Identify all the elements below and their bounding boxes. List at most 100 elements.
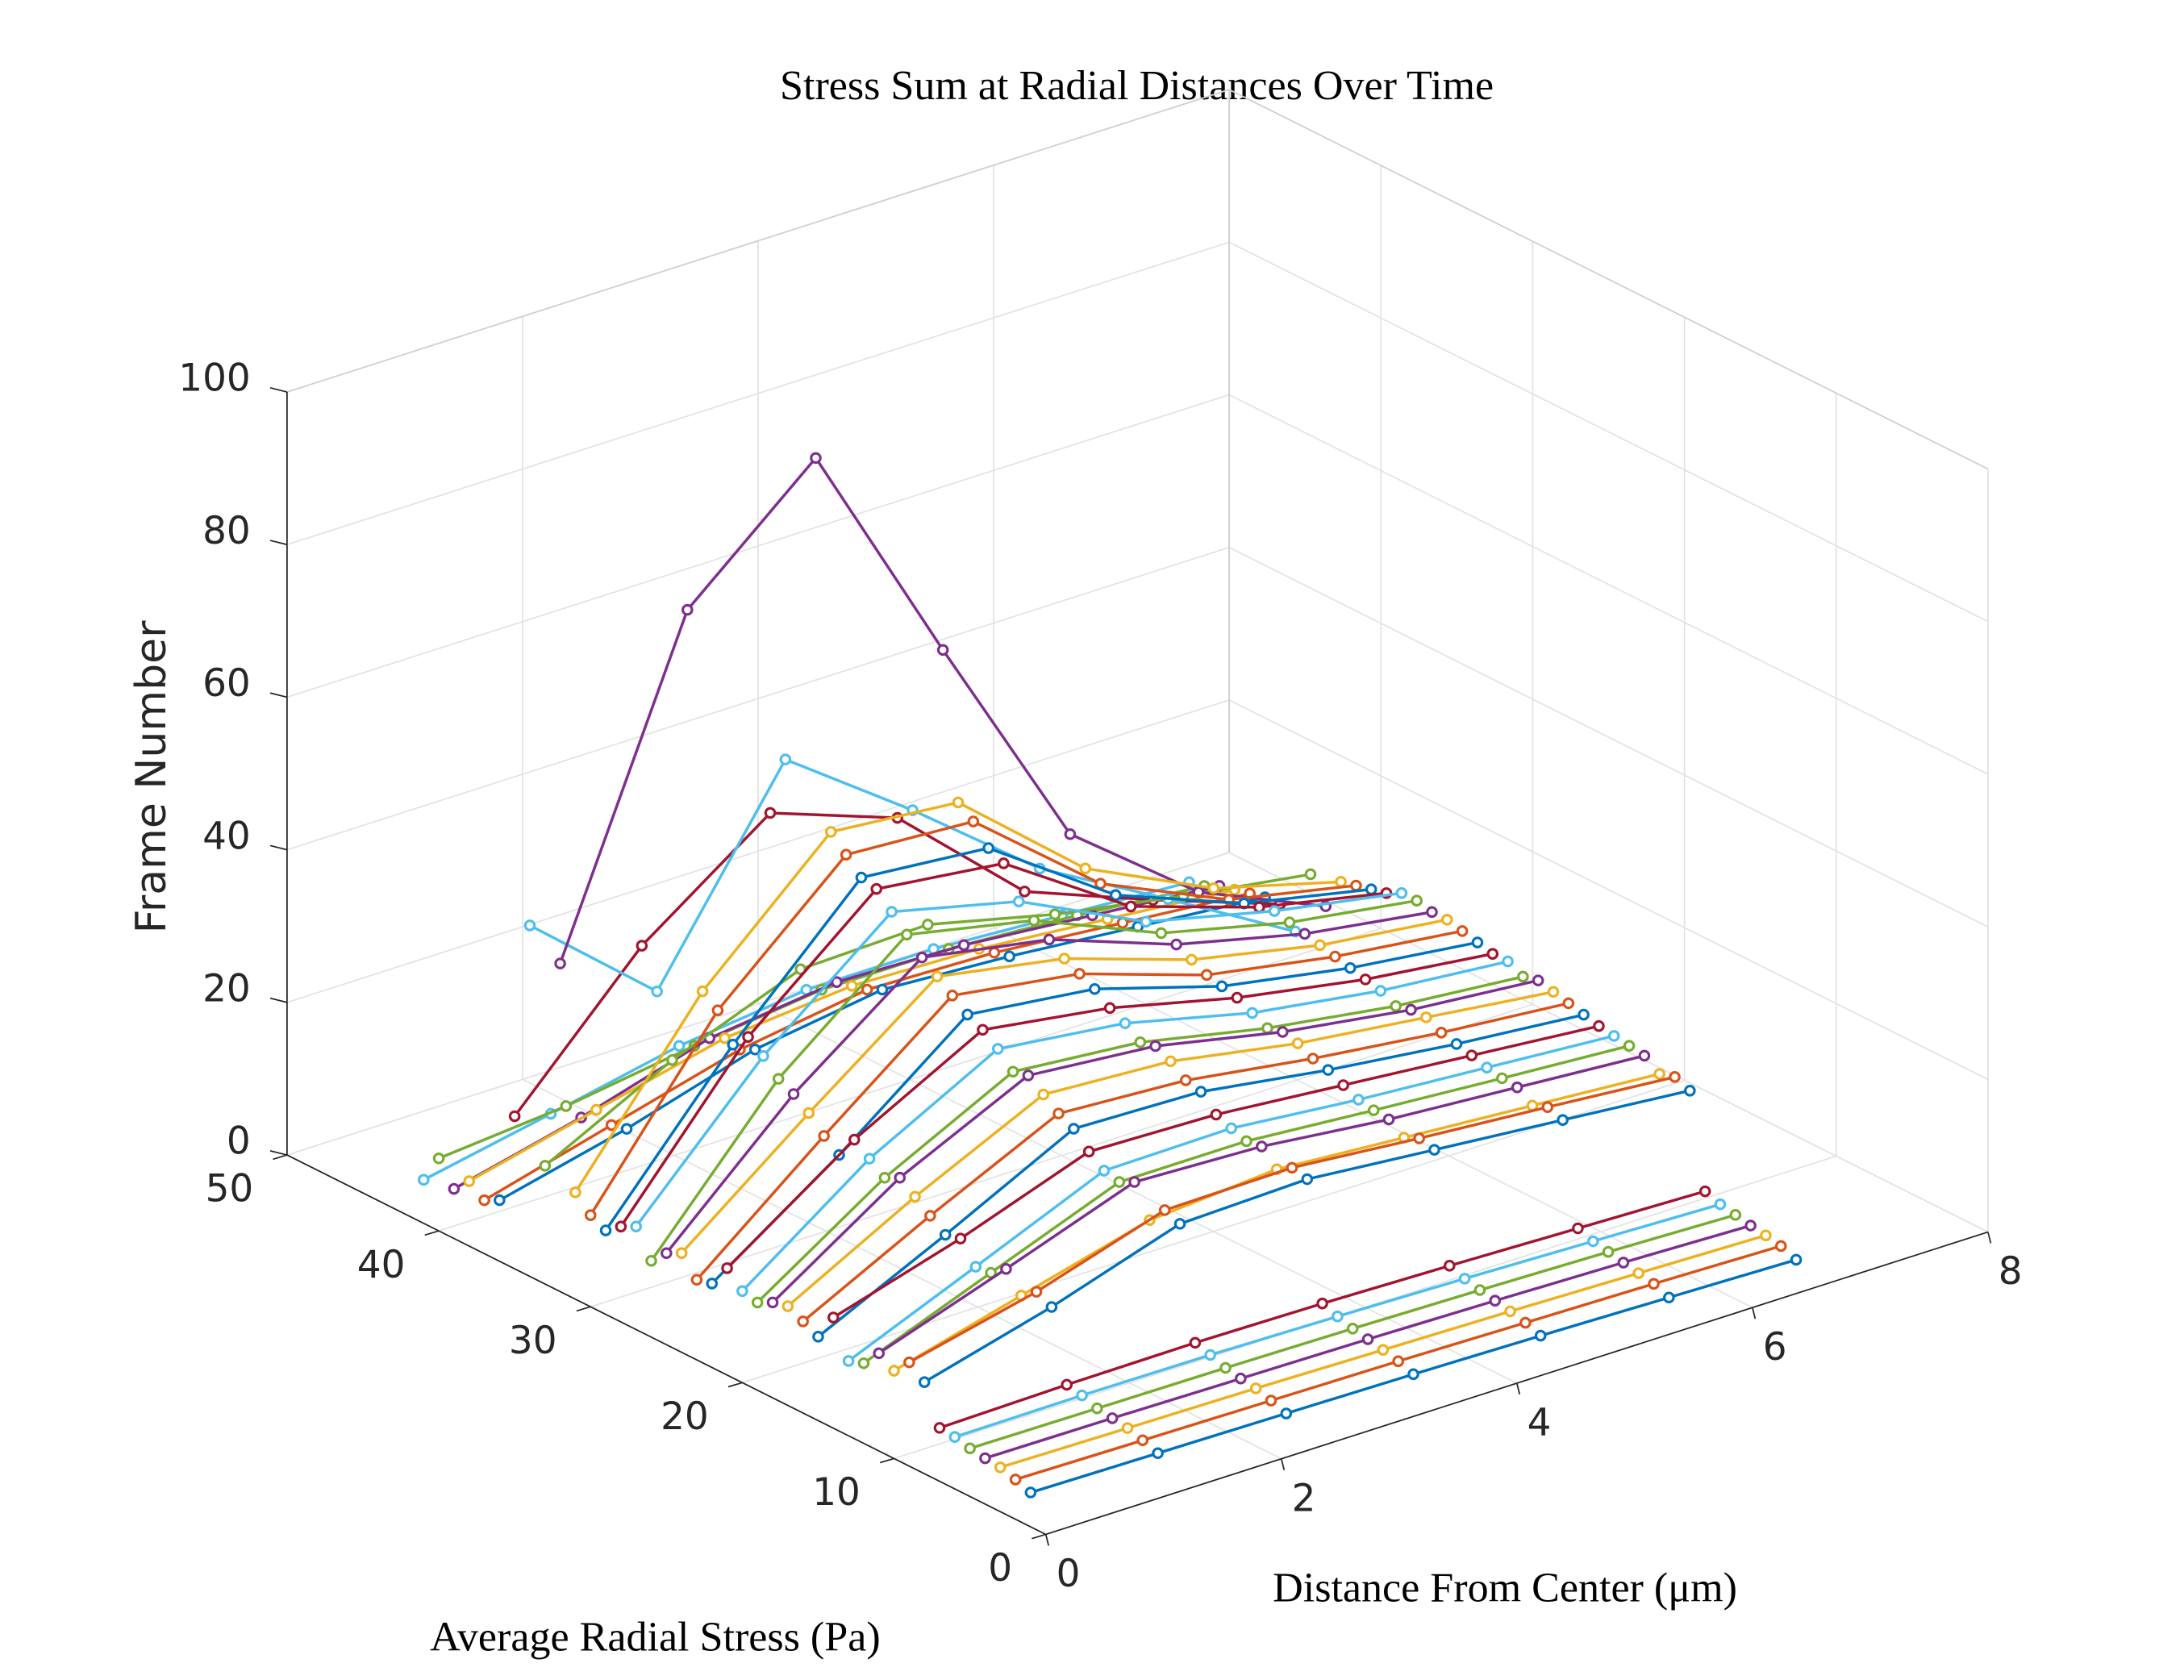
grid-line xyxy=(757,1003,1518,1384)
x-axis-label: Distance From Center (μm) xyxy=(1273,1565,1737,1611)
y-tick-label: 20 xyxy=(661,1395,709,1439)
data-point xyxy=(797,1315,809,1328)
data-point xyxy=(1253,901,1265,914)
data-point xyxy=(1207,882,1220,894)
data-point xyxy=(772,1073,785,1085)
data-point xyxy=(1337,1079,1349,1091)
data-point xyxy=(998,857,1010,869)
data-point xyxy=(1119,1017,1132,1030)
z-tick-label: 80 xyxy=(202,510,251,553)
data-point xyxy=(1304,868,1317,881)
data-point xyxy=(1471,936,1484,948)
data-point xyxy=(876,983,889,996)
box-edge xyxy=(286,89,1230,393)
data-point xyxy=(508,1110,521,1123)
data-point xyxy=(1152,1447,1164,1460)
data-point xyxy=(1186,953,1198,966)
data-point xyxy=(1003,950,1015,963)
data-point xyxy=(818,1130,830,1142)
data-point xyxy=(948,1431,961,1443)
data-point xyxy=(645,1254,657,1267)
data-point xyxy=(1517,970,1529,983)
data-point xyxy=(1082,1145,1095,1158)
data-point xyxy=(1128,1176,1140,1188)
data-point xyxy=(924,1210,936,1222)
data-point xyxy=(967,815,980,827)
z-tick xyxy=(269,692,288,698)
data-point xyxy=(1504,1305,1516,1318)
data-point xyxy=(1246,1007,1258,1019)
data-point xyxy=(1413,1132,1425,1144)
data-point xyxy=(1283,916,1296,928)
data-point xyxy=(1607,1030,1620,1042)
z-tick-label: 60 xyxy=(202,662,251,706)
x-tick-label: 8 xyxy=(1999,1250,2023,1294)
y-tick-label: 0 xyxy=(988,1547,1012,1590)
data-point xyxy=(1698,1185,1711,1198)
data-point xyxy=(630,1220,642,1233)
data-point xyxy=(1149,1040,1161,1053)
data-point xyxy=(1663,1291,1675,1304)
grid-line xyxy=(742,1079,1685,1384)
data-point xyxy=(861,983,873,996)
data-point xyxy=(918,1376,931,1388)
data-point xyxy=(1173,1218,1186,1230)
data-point xyxy=(661,1247,673,1260)
data-point xyxy=(848,1133,861,1146)
data-point xyxy=(810,452,822,465)
grid-line xyxy=(1228,699,1989,1081)
grid-line xyxy=(286,241,1230,546)
data-point xyxy=(1519,1316,1532,1329)
z-tick-label: 40 xyxy=(202,815,251,858)
data-point xyxy=(757,1050,769,1062)
data-point xyxy=(1444,1260,1456,1272)
z-tick xyxy=(269,540,288,546)
data-point xyxy=(1511,1081,1523,1094)
data-point xyxy=(1024,1486,1037,1499)
data-point xyxy=(1714,1198,1727,1211)
y-tick xyxy=(273,1154,288,1161)
data-point xyxy=(909,1190,921,1203)
data-point xyxy=(1215,980,1228,993)
data-point xyxy=(711,1004,724,1016)
data-point xyxy=(1465,1049,1478,1061)
grid-line xyxy=(1228,546,1989,928)
data-point xyxy=(675,1247,688,1259)
data-point xyxy=(673,1040,686,1053)
data-point xyxy=(1428,1144,1440,1156)
data-point xyxy=(1361,1333,1374,1345)
data-point xyxy=(636,940,648,952)
data-point xyxy=(1578,1008,1590,1021)
data-point xyxy=(964,1442,976,1455)
y-tick-label: 40 xyxy=(357,1244,406,1287)
data-point xyxy=(946,990,959,1002)
data-point xyxy=(1030,1286,1043,1298)
data-point xyxy=(781,1300,794,1312)
grid-line xyxy=(286,852,1230,1156)
data-point xyxy=(1019,886,1031,898)
data-point xyxy=(857,1357,870,1369)
data-point xyxy=(787,1088,800,1100)
data-point xyxy=(977,1023,989,1036)
y-tick-label: 30 xyxy=(509,1319,557,1363)
x-tick-label: 2 xyxy=(1292,1477,1316,1520)
data-point xyxy=(1037,1088,1050,1101)
data-point xyxy=(1165,1055,1177,1068)
data-point xyxy=(1617,1257,1630,1269)
data-point xyxy=(1009,1474,1022,1486)
data-point xyxy=(1332,1310,1344,1323)
data-point xyxy=(1268,905,1281,917)
data-point xyxy=(615,1220,627,1233)
data-point xyxy=(878,1171,891,1184)
data-point xyxy=(1048,908,1061,920)
data-point xyxy=(1760,1229,1772,1242)
data-point xyxy=(1235,1372,1247,1385)
data-point xyxy=(1420,1011,1432,1023)
data-point xyxy=(751,1296,764,1309)
data-point xyxy=(721,1262,733,1274)
z-tick xyxy=(269,386,288,393)
data-point xyxy=(1486,948,1499,960)
